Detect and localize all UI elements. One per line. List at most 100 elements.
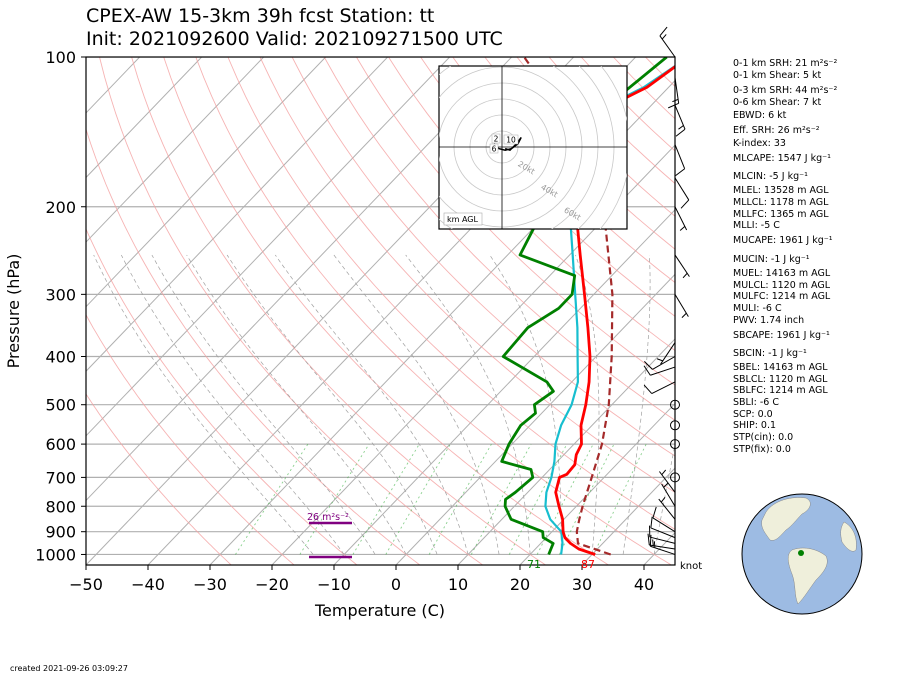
wind-barb	[650, 516, 676, 539]
index-line: SBEL: 14163 m AGL	[733, 362, 828, 373]
index-line: SBCIN: -1 J kg⁻¹	[733, 348, 807, 359]
isotherm-line	[457, 338, 675, 565]
isotherm-line	[86, 57, 265, 243]
chart-title-line1: CPEX-AW 15-3km 39h fcst Station: tt	[86, 5, 435, 27]
dry-adiabat	[195, 57, 672, 565]
dry-adiabat	[86, 393, 232, 565]
location-globe	[741, 493, 863, 615]
mixing-ratio-line	[385, 443, 451, 555]
index-line: SHIP: 0.1	[733, 420, 777, 431]
dry-adiabat	[86, 313, 295, 565]
isotherm-line	[86, 57, 203, 179]
dry-adiabat	[86, 127, 421, 565]
wind-barb	[649, 525, 676, 544]
index-line: STP(fix): 0.0	[733, 444, 791, 455]
index-line: MLLI: -5 C	[733, 220, 780, 231]
wind-barb	[659, 26, 676, 58]
moist-adiabat	[120, 254, 345, 555]
wind-unit-label: knot	[680, 561, 702, 572]
moist-adiabat	[186, 254, 407, 555]
dry-adiabat	[99, 57, 483, 565]
mixing-ratio-line	[235, 443, 309, 555]
index-line: MUCAPE: 1961 J kg⁻¹	[733, 235, 833, 246]
hodograph-height-label: 6	[492, 145, 497, 154]
wind-barb	[647, 533, 676, 550]
dry-adiabat	[86, 227, 358, 565]
wind-barb	[658, 496, 676, 520]
index-line: SCP: 0.0	[733, 409, 773, 420]
mixing-ratio-line	[352, 443, 420, 555]
isotherm-line	[395, 273, 675, 565]
index-line: Eff. SRH: 26 m²s⁻²	[733, 125, 820, 136]
index-line: 0-6 km Shear: 7 kt	[733, 97, 822, 108]
wind-barb	[649, 534, 676, 555]
wind-barb	[644, 356, 676, 370]
wind-barb	[670, 399, 680, 410]
dry-adiabat	[806, 57, 906, 565]
dry-adiabat	[131, 57, 546, 565]
y-tick-label: 500	[45, 396, 76, 415]
hodograph-km-agl-label: km AGL	[447, 215, 479, 224]
wind-barb	[670, 472, 680, 483]
dry-adiabat	[259, 57, 675, 493]
x-tick-label: 20	[510, 575, 530, 594]
dewpoint-profile	[500, 57, 668, 556]
y-tick-label: 600	[45, 435, 76, 454]
created-timestamp: created 2021-09-26 03:09:27	[10, 664, 128, 673]
moist-adiabat	[151, 254, 376, 555]
moist-adiabat	[489, 254, 562, 555]
station-marker	[798, 550, 804, 556]
isotherm-line	[271, 144, 675, 565]
index-line: 0-1 km SRH: 21 m²s⁻²	[733, 58, 838, 69]
index-line: MLLFC: 1365 m AGL	[733, 209, 829, 220]
moist-adiabat	[333, 254, 500, 555]
moist-adiabat	[275, 254, 469, 555]
dry-adiabat	[163, 57, 609, 565]
wind-barb	[668, 77, 680, 109]
wind-barb	[656, 342, 676, 365]
x-tick-label: −30	[193, 575, 227, 594]
globe-south-america	[788, 547, 828, 605]
index-line: K-index: 33	[733, 138, 786, 149]
index-line: EBWD: 6 kt	[733, 110, 787, 121]
x-tick-label: 10	[448, 575, 468, 594]
hodograph-height-label: 10	[506, 136, 516, 145]
dry-adiabat	[420, 57, 675, 317]
mixing-ratio-line	[299, 443, 370, 555]
y-tick-label: 800	[45, 497, 76, 516]
y-tick-label: 900	[45, 523, 76, 542]
wind-barb	[674, 254, 690, 279]
chart-title-line2: Init: 2021092600 Valid: 202109271500 UTC	[86, 28, 503, 50]
dry-adiabat	[452, 57, 675, 284]
index-line: PWV: 1.74 inch	[733, 315, 805, 326]
x-tick-label: 30	[572, 575, 592, 594]
moist-adiabat	[622, 254, 651, 555]
index-line: MULCL: 1120 m AGL	[733, 280, 831, 291]
index-line: 0-1 km Shear: 5 kt	[733, 70, 822, 81]
dry-adiabat	[356, 57, 675, 386]
index-line: SBLCL: 1120 m AGL	[733, 374, 828, 385]
wind-barb	[674, 105, 686, 137]
x-tick-label: −10	[317, 575, 351, 594]
isotherm-line	[86, 57, 327, 308]
dry-adiabat	[323, 57, 675, 421]
isotherm-line	[86, 57, 451, 437]
mixing-ratio-line	[593, 443, 647, 555]
wind-barb	[674, 177, 690, 209]
y-axis-label: Pressure (hPa)	[4, 254, 23, 369]
index-line: MLCIN: -5 J kg⁻¹	[733, 171, 808, 182]
index-line: 0-3 km SRH: 44 m²s⁻²	[733, 85, 838, 96]
x-tick-label: −50	[69, 575, 103, 594]
x-tick-label: −40	[131, 575, 165, 594]
surface-dewpoint-label: 71	[527, 558, 541, 571]
index-line: MLCAPE: 1547 J kg⁻¹	[733, 153, 831, 164]
hodograph-ring-label: 80kt	[585, 229, 605, 246]
dry-adiabat	[227, 57, 675, 531]
wind-barb	[652, 506, 676, 533]
y-tick-label: 1000	[35, 545, 76, 564]
y-tick-label: 100	[45, 48, 76, 67]
wind-barb	[659, 469, 676, 493]
wind-barb	[670, 420, 680, 431]
